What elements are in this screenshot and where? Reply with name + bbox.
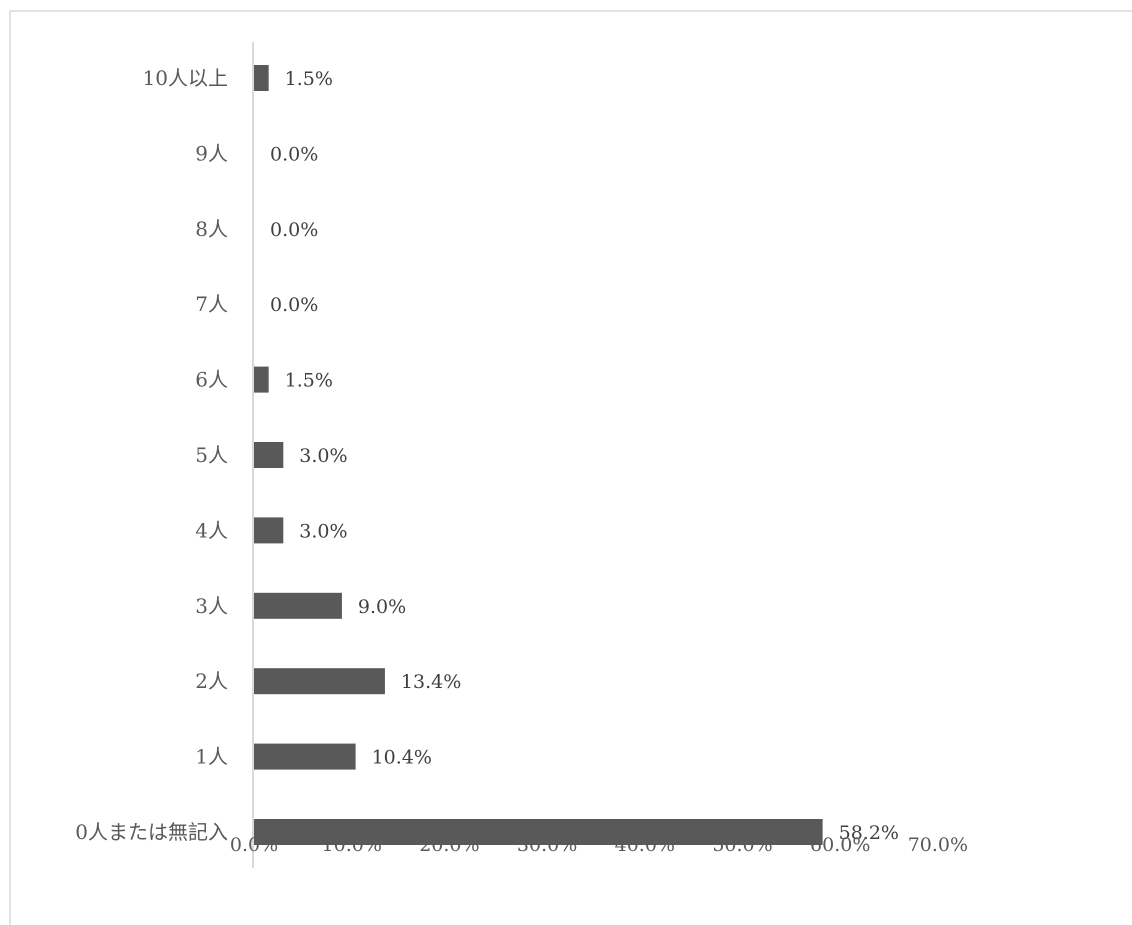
x-tick-label-6: 60.0% xyxy=(810,834,870,856)
data-label-6: 1.5% xyxy=(285,370,333,392)
data-label-8: 0.0% xyxy=(270,219,318,241)
data-label-3: 9.0% xyxy=(358,596,406,618)
data-label-7: 0.0% xyxy=(270,294,318,316)
bar-series xyxy=(254,65,823,845)
bar-6 xyxy=(254,366,269,393)
x-tick-label-0: 0.0% xyxy=(230,834,278,856)
x-tick-label-3: 30.0% xyxy=(517,834,577,856)
bar-1 xyxy=(254,743,356,770)
x-tick-label-4: 40.0% xyxy=(615,834,675,856)
x-tick-label-5: 50.0% xyxy=(712,834,772,856)
category-label-6: 6人 xyxy=(195,368,228,392)
category-label-2: 2人 xyxy=(195,669,228,693)
category-label-7: 7人 xyxy=(195,292,228,316)
category-label-4: 4人 xyxy=(195,518,228,542)
bar-10 xyxy=(254,65,269,91)
data-labels: 58.2% 10.4% 13.4% 9.0% 3.0% 3.0% 1.5% 0.0% 0.0% 0… xyxy=(270,68,899,844)
category-label-8: 8人 xyxy=(195,217,228,241)
data-label-4: 3.0% xyxy=(299,520,347,542)
data-label-10: 1.5% xyxy=(285,68,333,90)
category-labels: 0人または無記入 1人 2人 3人 4人 5人 6人 7人 8人 9人 10人以上 xyxy=(75,66,228,844)
bar-2 xyxy=(254,668,385,695)
data-label-2: 13.4% xyxy=(401,671,461,693)
x-tick-label-7: 70.0% xyxy=(908,834,968,856)
data-label-1: 10.4% xyxy=(372,747,432,769)
category-label-10: 10人以上 xyxy=(143,66,228,90)
bar-4 xyxy=(254,517,284,544)
x-tick-label-1: 10.0% xyxy=(322,834,382,856)
data-label-9: 0.0% xyxy=(270,143,318,165)
category-label-3: 3人 xyxy=(195,594,228,618)
bar-3 xyxy=(254,592,342,619)
category-label-1: 1人 xyxy=(195,745,228,769)
x-tick-label-2: 20.0% xyxy=(419,834,479,856)
category-label-9: 9人 xyxy=(195,141,228,165)
category-label-5: 5人 xyxy=(195,443,228,467)
bar-5 xyxy=(254,442,284,468)
bar-0 xyxy=(254,819,823,845)
data-label-0: 58.2% xyxy=(839,822,899,844)
x-axis-tick-labels: 0.0% 10.0% 20.0% 30.0% 40.0% 50.0% 60.0% 70.0% xyxy=(230,834,968,856)
data-label-5: 3.0% xyxy=(299,445,347,467)
category-label-0: 0人または無記入 xyxy=(75,820,228,844)
